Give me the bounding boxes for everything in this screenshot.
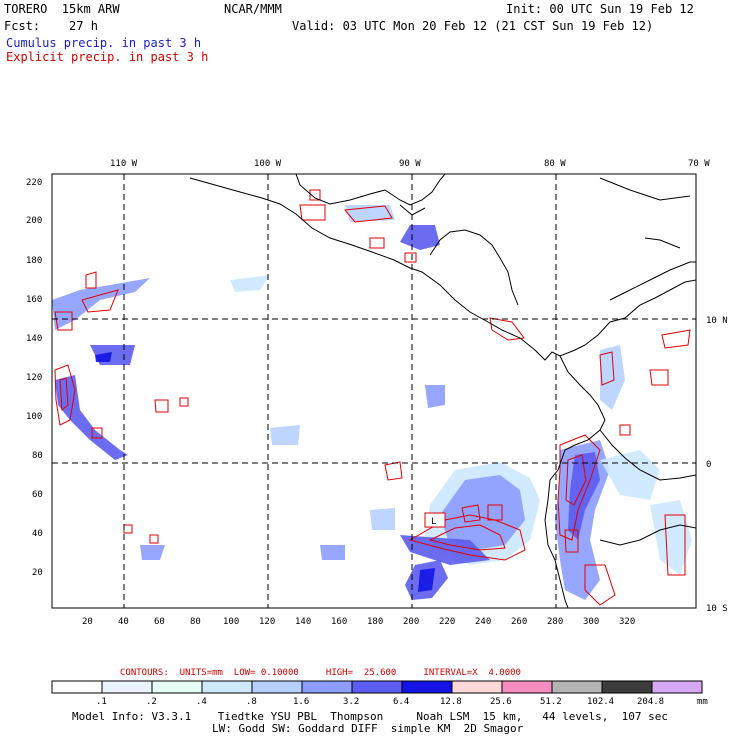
y-tick-label: 120 — [26, 373, 42, 383]
model-info-line1: Model Info: V3.3.1 Tiedtke YSU PBL Thomp… — [72, 710, 669, 723]
lat-label: 0 — [706, 460, 711, 470]
colorbar-swatch — [651, 680, 703, 694]
map-frame — [51, 173, 697, 609]
colorbar-swatch — [451, 680, 503, 694]
lon-label: 70 W — [688, 159, 710, 169]
coastlines — [189, 174, 696, 608]
colorbar-label: 25.6 — [490, 697, 512, 707]
colorbar-swatch — [51, 680, 103, 694]
field-title-explicit: Explicit precip. in past 3 h — [6, 50, 209, 64]
y-tick-label: 140 — [26, 334, 42, 344]
model-info-line2: LW: Godd SW: Goddard DIFF simple KM 2D S… — [212, 722, 524, 735]
x-tick-label: 20 — [82, 617, 93, 627]
map-field — [52, 174, 696, 608]
low-marker-box — [424, 512, 446, 528]
colorbar-label: 6.4 — [393, 697, 410, 707]
lat-label: 10 N — [706, 316, 728, 326]
field-title-cumulus: Cumulus precip. in past 3 h — [6, 36, 202, 50]
colorbar-unit: mm — [697, 697, 708, 707]
y-tick-label: 160 — [26, 295, 42, 305]
colorbar-swatch — [551, 680, 603, 694]
y-axis: 220 200 180 160 140 120 100 80 60 40 20 — [26, 178, 43, 578]
x-tick-label: 300 — [583, 617, 599, 627]
y-tick-label: 40 — [32, 529, 43, 539]
colorbar-label: .8 — [246, 697, 257, 707]
cumulus-precip-shading — [52, 205, 692, 600]
x-tick-label: 280 — [547, 617, 563, 627]
explicit-precip-contours — [54, 189, 691, 606]
graticule — [52, 174, 696, 608]
colorbar-swatch — [301, 680, 353, 694]
x-tick-label: 260 — [511, 617, 527, 627]
y-tick-label: 60 — [32, 490, 43, 500]
x-tick-label: 240 — [475, 617, 491, 627]
organization: NCAR/MMM — [224, 2, 282, 16]
colorbar-swatch — [251, 680, 303, 694]
model-name: TORERO 15km ARW — [4, 2, 120, 16]
lon-label: 110 W — [110, 159, 138, 169]
lat-label: 10 S — [706, 604, 728, 614]
x-tick-label: 220 — [439, 617, 455, 627]
colorbar-swatch — [201, 680, 253, 694]
colorbar-label: 3.2 — [343, 697, 360, 707]
y-tick-label: 200 — [26, 216, 42, 226]
colorbar-label: 102.4 — [587, 697, 615, 707]
x-tick-label: 160 — [331, 617, 347, 627]
contour-info: CONTOURS: UNITS=mm LOW= 0.10000 HIGH= 25… — [120, 668, 521, 678]
colorbar-label: .1 — [96, 697, 107, 707]
colorbar-swatch — [101, 680, 153, 694]
x-tick-label: 180 — [367, 617, 383, 627]
x-tick-label: 120 — [259, 617, 275, 627]
colorbar-swatch — [351, 680, 403, 694]
lon-label: 80 W — [544, 159, 566, 169]
forecast-hour: Fcst: 27 h — [4, 19, 98, 33]
x-tick-label: 80 — [190, 617, 201, 627]
y-tick-label: 80 — [32, 451, 43, 461]
y-tick-label: 100 — [26, 412, 42, 422]
x-tick-label: 40 — [118, 617, 129, 627]
colorbar-label: 51.2 — [540, 697, 562, 707]
colorbar-label: 12.8 — [440, 697, 462, 707]
x-tick-label: 320 — [619, 617, 635, 627]
valid-time: Valid: 03 UTC Mon 20 Feb 12 (21 CST Sun … — [292, 19, 654, 33]
colorbar-swatch — [151, 680, 203, 694]
y-tick-label: 180 — [26, 256, 42, 266]
lonlat-labels: 110 W 100 W 90 W 80 W 70 W 10 N 0 10 S — [110, 159, 728, 614]
x-tick-label: 100 — [223, 617, 239, 627]
colorbar-label: .2 — [146, 697, 157, 707]
colorbar-swatch — [401, 680, 453, 694]
colorbar-swatch — [501, 680, 553, 694]
x-tick-label: 200 — [403, 617, 419, 627]
x-tick-label: 60 — [154, 617, 165, 627]
colorbar-label: 1.6 — [293, 697, 310, 707]
y-tick-label: 20 — [32, 568, 43, 578]
low-marker-label: L — [431, 517, 436, 527]
init-time: Init: 00 UTC Sun 19 Feb 12 — [506, 2, 694, 16]
x-axis: 20 40 60 80 100 120 140 160 180 200 220 … — [82, 617, 635, 627]
colorbar-swatch — [601, 680, 653, 694]
lon-label: 100 W — [254, 159, 282, 169]
lon-label: 90 W — [399, 159, 421, 169]
colorbar-label: .4 — [196, 697, 207, 707]
colorbar-label: 204.8 — [637, 697, 665, 707]
colorbar — [51, 680, 703, 694]
y-tick-label: 220 — [26, 178, 42, 188]
x-tick-label: 140 — [295, 617, 311, 627]
